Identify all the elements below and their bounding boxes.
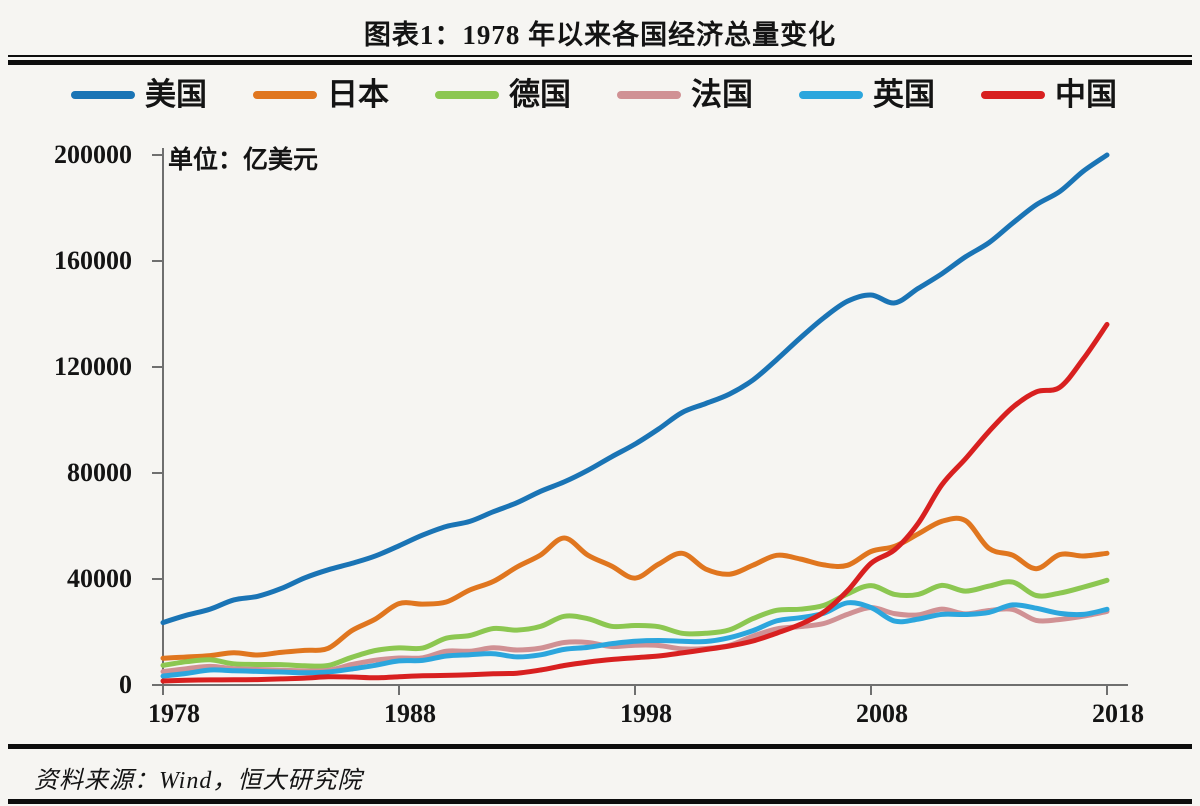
legend-label-china: 中国 [1055,77,1117,112]
chart-title: 图表1：1978 年以来各国经济总量变化 [363,20,837,50]
series-line-us [160,152,1110,626]
legend-line-swatch-uk [799,91,863,99]
legend-line-swatch-china [981,91,1045,99]
x-axis-label-2008: 2008 [856,699,908,728]
bottom-border [8,799,1192,804]
legend-line-swatch-france [617,91,681,99]
unit-label: 单位：亿美元 [168,147,319,174]
y-axis-label-0: 0 [119,670,132,699]
legend-line-swatch-us [71,91,135,99]
legend-line-swatch-japan [253,91,317,99]
x-axis-label-2018: 2018 [1092,699,1144,728]
series-line-uk [160,600,1110,679]
legend: 美国 日本 德国 法国 英国 中国 [71,76,1117,114]
legend-label-us: 美国 [145,77,207,112]
legend-line-swatch-germany [435,91,499,99]
legend-item-us: 美国 [71,76,207,114]
series-line-germany [160,577,1110,669]
series-line-japan [160,515,1110,661]
series-line-china [160,321,1110,684]
axes-lines [162,148,1128,686]
legend-item-uk: 英国 [799,76,935,114]
y-axis-label-160000: 160000 [54,246,132,275]
legend-item-japan: 日本 [253,76,389,114]
y-axis-label-80000: 80000 [67,458,132,487]
legend-item-china: 中国 [981,76,1117,114]
y-axis-label-40000: 40000 [67,564,132,593]
source-note: 资料来源：Wind，恒大研究院 [34,768,363,794]
x-axis-label-1978: 1978 [148,699,200,728]
x-axis-label-1988: 1988 [384,699,436,728]
x-axis-label-1998: 1998 [620,699,672,728]
line-chart-svg [152,148,1128,695]
legend-label-germany: 德国 [509,77,571,112]
title-divider-thin [8,55,1192,57]
title-divider-thick [8,60,1192,65]
y-axis-label-200000: 200000 [54,140,132,169]
footer-divider [8,744,1192,749]
legend-item-germany: 德国 [435,76,571,114]
legend-item-france: 法国 [617,76,753,114]
legend-label-france: 法国 [691,77,753,112]
legend-label-uk: 英国 [873,77,935,112]
y-axis-label-120000: 120000 [54,352,132,381]
legend-label-japan: 日本 [327,77,389,112]
